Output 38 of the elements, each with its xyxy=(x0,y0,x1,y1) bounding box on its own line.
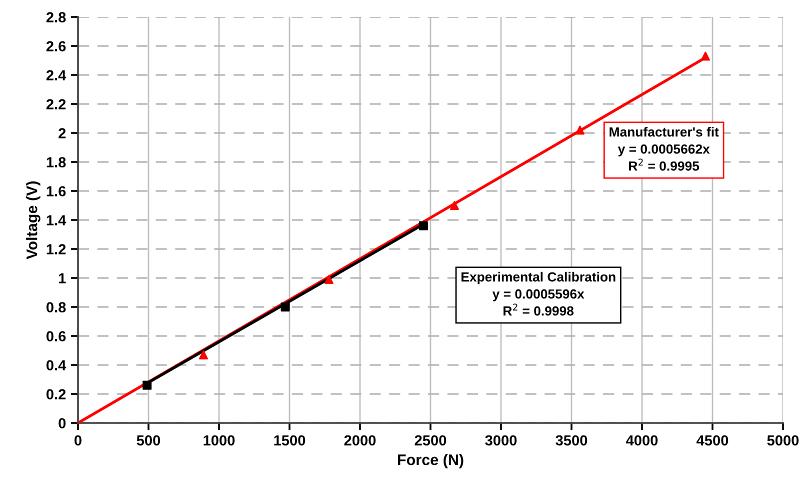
y-tick-label: 2.6 xyxy=(46,41,66,52)
x-tick-label: 1000 xyxy=(204,435,235,446)
point xyxy=(324,274,334,284)
y-tick-label: 1 xyxy=(59,273,66,284)
y-tick-label: 1.8 xyxy=(46,157,66,168)
annotation: Experimental Calibration y = 0.0005596x R$^{2}$ = 0.9998 xyxy=(462,272,616,316)
y-tick-label: 0.8 xyxy=(46,302,66,312)
point xyxy=(575,126,584,135)
y-tick-label: 0.4 xyxy=(46,360,66,370)
y-tick-label: 0.2 xyxy=(46,389,66,400)
x-tick-label: 4500 xyxy=(696,435,728,446)
x-tick-label: 2500 xyxy=(414,435,446,446)
point xyxy=(700,52,710,61)
point xyxy=(198,350,208,360)
y-tick-label: 2.8 xyxy=(46,12,66,22)
y-tick-label: 1.4 xyxy=(46,215,66,226)
point xyxy=(450,201,459,210)
x-tick-label: 4000 xyxy=(626,435,658,446)
y-tick-label: 1.2 xyxy=(46,244,66,254)
y-tick-label: 2.2 xyxy=(46,99,66,110)
x-tick-label: 3000 xyxy=(485,435,517,446)
x-tick-label: 2000 xyxy=(344,435,376,446)
y-tick-label: 2.4 xyxy=(46,70,66,80)
point xyxy=(418,221,428,230)
y-tick-label: 0 xyxy=(58,418,66,428)
x-axis-title: Force (N) xyxy=(398,454,464,468)
x-tick-label: 0 xyxy=(74,435,82,446)
y-tick-label: 0.6 xyxy=(46,331,66,342)
point xyxy=(142,380,152,390)
x-tick-label: 3500 xyxy=(556,435,588,446)
y-tick-label: 1.6 xyxy=(46,186,66,196)
x-tick-label: 500 xyxy=(136,435,160,446)
y-tick-label: 2 xyxy=(58,128,66,138)
annotation: Manufacturer's fit y = 0.0005662x R$^{2}$ = 0.9995 xyxy=(610,126,719,171)
x-tick-label: 1500 xyxy=(274,435,306,446)
y-axis-title: Voltage (V) xyxy=(26,181,40,260)
point xyxy=(280,302,290,312)
x-tick-label: 5000 xyxy=(767,435,799,446)
